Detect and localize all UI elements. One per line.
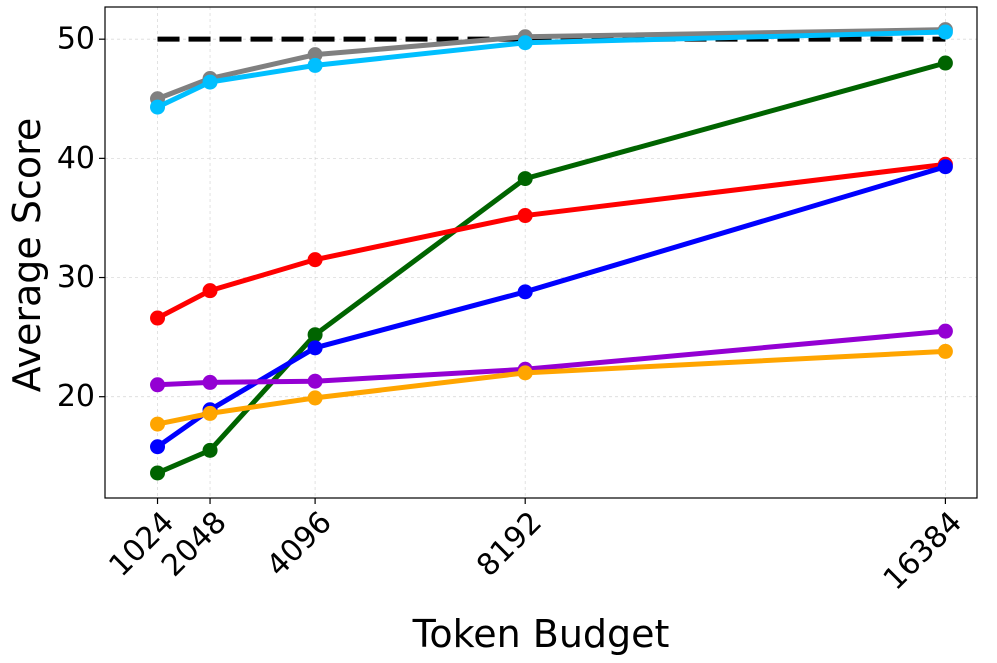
data-point-5-4: [937, 323, 953, 339]
data-point-4-0: [150, 439, 166, 455]
x-tick-label-3: 8192: [470, 505, 549, 584]
data-point-2-1: [202, 442, 218, 458]
data-point-6-2: [307, 390, 323, 406]
data-point-6-4: [937, 343, 953, 359]
y-tick-label-3: 50: [57, 22, 95, 57]
data-point-3-2: [307, 252, 323, 268]
x-tick-label-2: 4096: [260, 505, 339, 584]
data-point-5-0: [150, 377, 166, 393]
data-point-1-3: [517, 35, 533, 51]
data-point-5-2: [307, 373, 323, 389]
data-point-4-3: [517, 284, 533, 300]
y-axis-ticks: 20 30 40 50: [57, 22, 105, 414]
data-point-1-2: [307, 57, 323, 73]
y-tick-label-0: 20: [57, 379, 95, 414]
data-point-1-1: [202, 74, 218, 90]
series-line-6: [155, 348, 948, 427]
x-axis-title: Token Budget: [412, 612, 670, 656]
series-line-2: [155, 60, 948, 476]
data-point-2-2: [307, 327, 323, 343]
data-point-3-1: [202, 283, 218, 299]
data-point-0-2: [307, 47, 323, 63]
series-line-3: [155, 161, 948, 321]
y-axis-title: Average Score: [5, 118, 49, 393]
plot-frame: [104, 6, 978, 499]
series-4: [150, 159, 953, 455]
data-point-1-0: [150, 99, 166, 115]
series-layer: [150, 22, 953, 481]
data-point-6-0: [150, 416, 166, 432]
data-point-6-3: [517, 365, 533, 381]
series-3: [150, 156, 953, 326]
data-point-3-0: [150, 310, 166, 326]
y-tick-label-2: 40: [57, 141, 95, 176]
series-5: [150, 323, 953, 393]
data-point-3-3: [517, 208, 533, 224]
data-point-4-2: [307, 340, 323, 356]
data-point-2-4: [937, 55, 953, 71]
data-point-1-4: [937, 24, 953, 40]
series-6: [150, 343, 953, 432]
data-point-5-1: [202, 374, 218, 390]
series-2: [150, 55, 953, 481]
series-1: [150, 24, 953, 115]
y-tick-label-1: 30: [57, 260, 95, 295]
data-point-4-4: [937, 159, 953, 175]
data-point-2-3: [517, 171, 533, 187]
x-tick-label-4: 16384: [877, 505, 969, 597]
data-point-6-1: [202, 405, 218, 421]
data-point-2-0: [150, 465, 166, 481]
